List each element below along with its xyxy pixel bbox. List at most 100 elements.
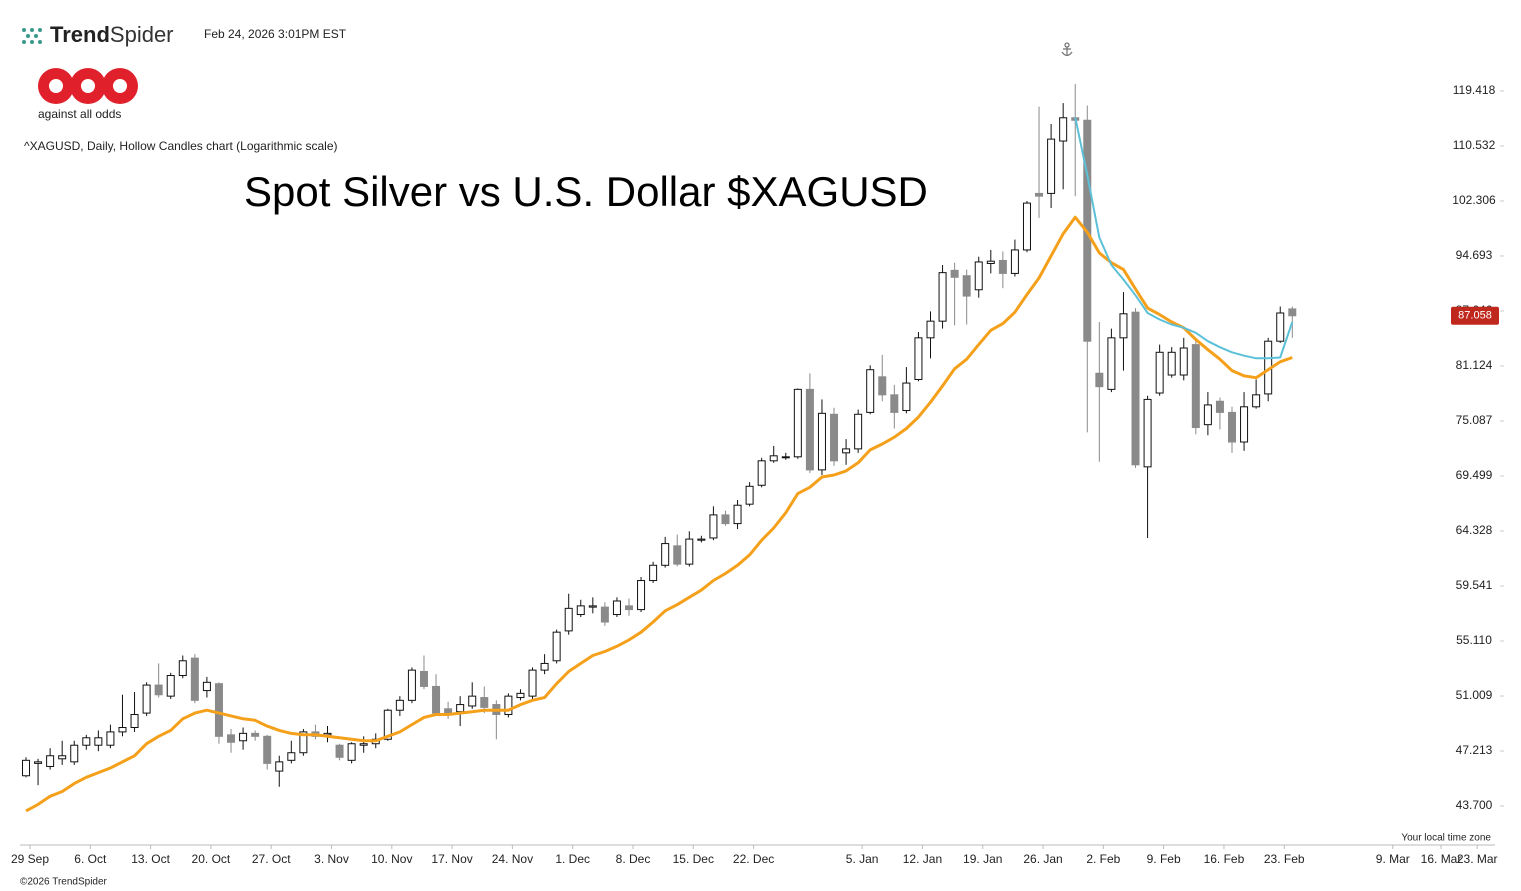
candle-body [1203,404,1212,426]
candle-body [625,605,633,611]
candle-body [94,737,103,746]
x-tick-label: 16. Feb [1204,852,1245,866]
x-tick-label: 3. Nov [314,852,349,866]
x-tick-label: 12. Jan [903,852,942,866]
candle-body [407,669,416,701]
last-price-label: 87.058 [1458,310,1492,322]
candle-body [890,394,899,413]
x-tick-label: 15. Dec [673,852,714,866]
x-tick-label: 1. Dec [555,852,590,866]
x-tick-label: 2. Feb [1086,852,1120,866]
candle-body [1143,398,1152,468]
candle-body [588,605,597,608]
brand-icon [22,28,42,44]
candle-body [612,600,621,616]
logo [38,68,138,104]
x-tick-label: 5. Jan [846,852,879,866]
y-tick-label: 43.700 [1456,798,1493,812]
indicator-line [25,215,1293,813]
candle-body [1155,351,1164,394]
candle-body [1035,192,1044,197]
y-tick-label: 64.328 [1456,523,1493,537]
candle-body [649,564,658,582]
x-tick-label: 10. Nov [371,852,412,866]
y-tick-label: 59.541 [1456,578,1493,592]
candle-body [878,376,887,396]
candle-body [239,732,248,742]
x-tick-label: 26. Jan [1023,852,1062,866]
x-tick-label: 13. Oct [131,852,170,866]
candle-body [830,413,839,462]
candle-body [1059,117,1068,142]
candle-body [673,545,682,565]
candle-body [1047,138,1056,194]
candle-body [118,727,127,733]
candle-body [106,731,115,746]
y-tick-label: 81.124 [1456,358,1493,372]
y-tick-label: 94.693 [1456,248,1493,262]
candle-body [1107,337,1116,390]
candle-body [214,683,223,737]
anchor-icon [1061,42,1073,57]
candle-body [154,684,163,696]
x-tick-label: 17. Nov [431,852,472,866]
candle-body [1240,406,1249,443]
candle-body [854,413,863,450]
x-tick-label: 19. Jan [963,852,1002,866]
candle-body [793,388,802,458]
candle-body [769,455,778,462]
y-tick-label: 110.532 [1453,138,1496,152]
candle-body [552,631,561,662]
candle-body [432,685,441,714]
brand: TrendSpider [50,22,174,47]
candle-body [902,382,911,412]
y-tick-label: 51.009 [1456,688,1493,702]
tagline: against all odds [38,107,121,121]
candle-body [1191,344,1200,429]
x-tick-label: 22. Dec [733,852,774,866]
candle-body [709,514,718,539]
x-tick-label: 23. Feb [1264,852,1305,866]
y-tick-label: 102.306 [1452,193,1496,207]
candle-body [998,259,1007,274]
candle-body [1252,394,1261,408]
candle-body [926,320,935,339]
candle-body [287,752,296,761]
candle-body [263,735,272,764]
candle-body [685,538,694,565]
last-price-box [1451,306,1499,325]
candle-body [456,704,465,713]
candle-body [866,369,875,413]
brand-a: Trend [50,22,110,47]
candle-body [383,709,392,740]
candle-body [781,456,790,459]
candle-body [227,734,236,743]
candle-body [178,660,187,677]
candle-body [564,607,573,632]
candle-body [697,538,706,541]
candle-body [142,684,151,714]
candle-body [359,743,368,746]
candle-body [1179,347,1188,376]
candle-body [202,681,211,692]
x-tick-label: 6. Oct [74,852,107,866]
candle-body [1022,202,1031,251]
candle-body [516,692,525,699]
candle-body [950,269,959,278]
candle-body [251,732,260,737]
candle-body [130,714,139,729]
candle-body [395,699,404,711]
candle-body [1131,311,1140,466]
y-tick-label: 119.418 [1453,83,1496,97]
y-tick-label: 55.110 [1456,633,1492,647]
candle-body [938,272,947,322]
y-tick-label: 47.213 [1456,743,1493,757]
subtitle: ^XAGUSD, Daily, Hollow Candles chart (Lo… [24,139,338,153]
candle-body [190,657,199,701]
copyright: ©2026 TrendSpider [20,877,108,888]
brand-b: Spider [110,22,174,47]
candle-body [58,755,67,760]
timestamp: Feb 24, 2026 3:01PM EST [204,27,347,41]
candle-body [504,695,513,716]
candle-body [1288,308,1297,317]
